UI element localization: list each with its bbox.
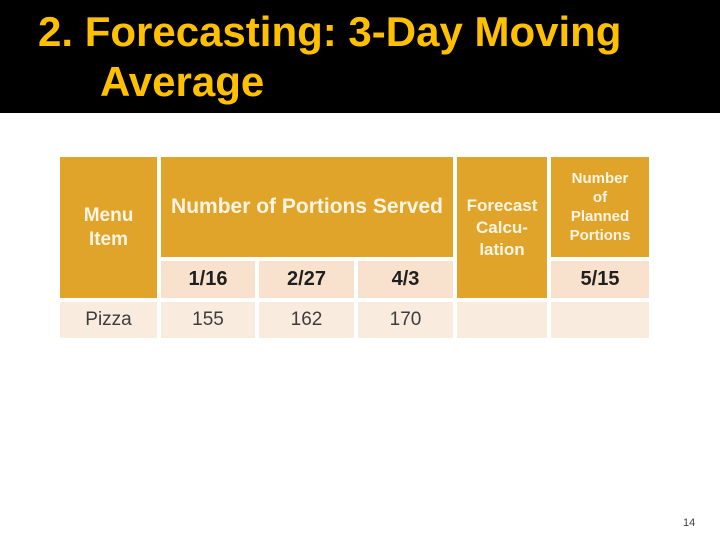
header-menu-item: Menu Item [60,157,157,298]
header-planned-portions: Number of Planned Portions [551,157,649,257]
page-number: 14 [683,517,696,529]
forecast-table: Menu Item Number of Portions Served Fore… [60,157,649,338]
row-menu-item: Pizza [60,302,157,338]
slide-title-line2: Average [100,58,265,105]
date-header-planned: 5/15 [551,261,649,298]
date-header-2: 2/27 [259,261,354,298]
date-header-3: 4/3 [358,261,453,298]
header-forecast-calculation: Forecast Calcu- lation [457,157,547,298]
title-band: 2. Forecasting: 3-Day Moving Average [0,0,720,113]
row-planned-portions [551,302,649,338]
row-portions-2: 162 [259,302,354,338]
date-header-1: 1/16 [161,261,255,298]
header-portions-served: Number of Portions Served [161,157,453,257]
row-portions-3: 170 [358,302,453,338]
row-forecast-calculation [457,302,547,338]
slide-title-line1: 2. Forecasting: 3-Day Moving [38,8,622,55]
slide-title: 2. Forecasting: 3-Day Moving Average [38,7,621,107]
row-portions-1: 155 [161,302,255,338]
